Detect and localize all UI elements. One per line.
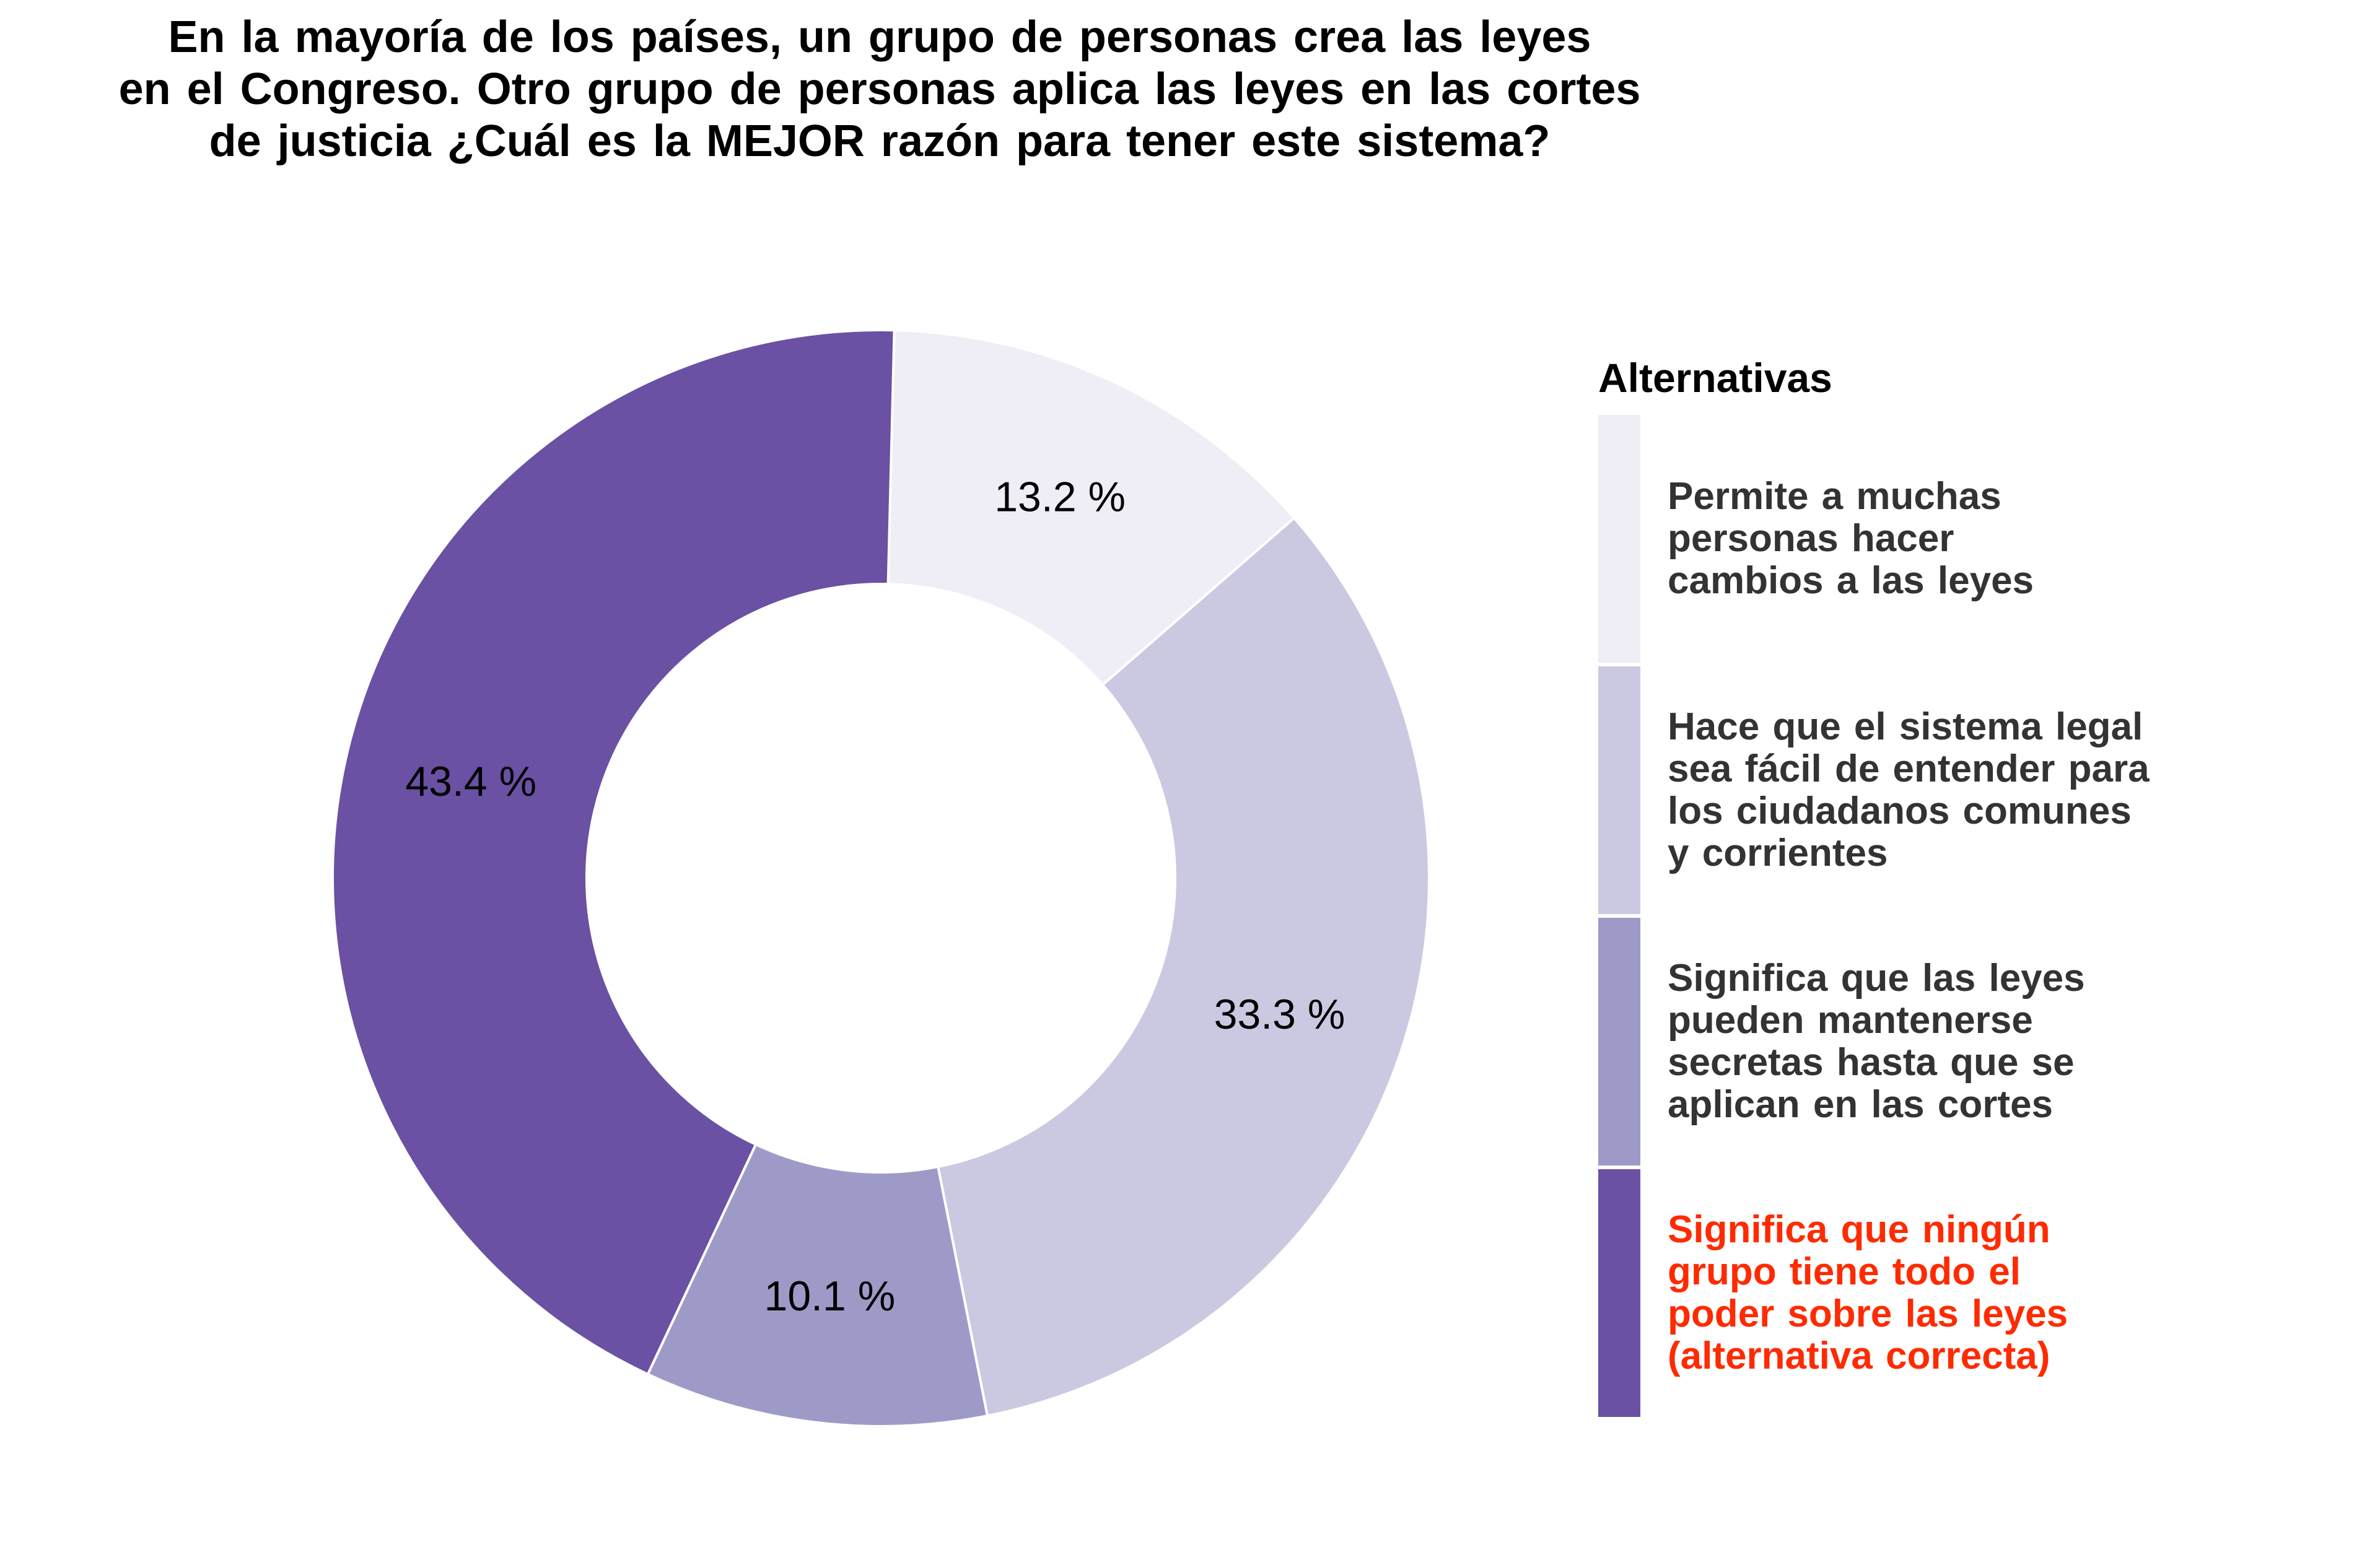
slice-value-label: 43.4 % bbox=[405, 758, 536, 805]
legend-label-line: y corrientes bbox=[1668, 832, 1888, 874]
legend-items: Permite a muchas personas hacer cambios a … bbox=[1598, 415, 2342, 1417]
legend-item: Permite a muchas personas hacer cambios a … bbox=[1598, 415, 2342, 663]
chart-title-line: En la mayoría de los países, un grupo de… bbox=[168, 12, 1591, 62]
legend-label-line: Permite a muchas bbox=[1668, 475, 2002, 518]
legend-swatch bbox=[1598, 918, 1640, 1166]
legend-label-line: secretas hasta que se bbox=[1668, 1041, 2075, 1084]
legend-swatch bbox=[1598, 666, 1640, 914]
legend-label-line: aplican en las cortes bbox=[1668, 1083, 2053, 1126]
legend-label-line: poder sobre las leyes bbox=[1668, 1292, 2068, 1335]
slice-value-label: 33.3 % bbox=[1214, 991, 1345, 1038]
legend-item: Significa que las leyes pueden mantenerse… bbox=[1598, 918, 2342, 1166]
legend-title: Alternativas bbox=[1598, 355, 1832, 401]
slice-value-label: 13.2 % bbox=[994, 474, 1126, 521]
legend-label-line: cambios a las leyes bbox=[1668, 559, 2034, 602]
legend-label: Significa que las leyes pueden mantenerse… bbox=[1668, 957, 2349, 1126]
legend-label-line: los ciudadanos comunes bbox=[1668, 790, 2132, 832]
legend-label-line: (alternativa correcta) bbox=[1668, 1335, 2050, 1377]
slice-value-label: 10.1 % bbox=[764, 1273, 896, 1320]
legend-label-line: Hace que el sistema legal bbox=[1668, 705, 2143, 748]
legend-item: Significa que ningún grupo tiene todo el p… bbox=[1598, 1169, 2342, 1417]
legend-label: Permite a muchas personas hacer cambios a … bbox=[1668, 476, 2349, 602]
legend-label-line: sea fácil de entender para bbox=[1668, 747, 2150, 790]
legend-label-line: Significa que ningún bbox=[1668, 1208, 2050, 1251]
legend: Alternativas Permite a muchas personas ha… bbox=[1598, 353, 2342, 1421]
legend-label-line: pueden mantenerse bbox=[1668, 999, 2033, 1042]
legend-item: Hace que el sistema legal sea fácil de en… bbox=[1598, 666, 2342, 914]
legend-label-line: personas hacer bbox=[1668, 517, 1954, 560]
legend-swatch bbox=[1598, 415, 1640, 663]
donut-slice bbox=[936, 516, 1430, 1418]
chart-title: En la mayoría de los países, un grupo de… bbox=[0, 11, 1759, 167]
donut-slice bbox=[646, 1143, 989, 1428]
legend-swatch bbox=[1598, 1169, 1640, 1417]
chart-title-line: en el Congreso. Otro grupo de personas a… bbox=[118, 64, 1641, 114]
legend-label: Significa que ningún grupo tiene todo el p… bbox=[1668, 1209, 2349, 1377]
donut-slice bbox=[886, 329, 1296, 687]
legend-label: Hace que el sistema legal sea fácil de en… bbox=[1668, 706, 2349, 874]
legend-label-line: Significa que las leyes bbox=[1668, 957, 2085, 1000]
chart-title-line: de justicia ¿Cuál es la MEJOR razón para… bbox=[209, 116, 1551, 166]
legend-label-line: grupo tiene todo el bbox=[1668, 1250, 2021, 1293]
donut-slice bbox=[331, 329, 896, 1376]
